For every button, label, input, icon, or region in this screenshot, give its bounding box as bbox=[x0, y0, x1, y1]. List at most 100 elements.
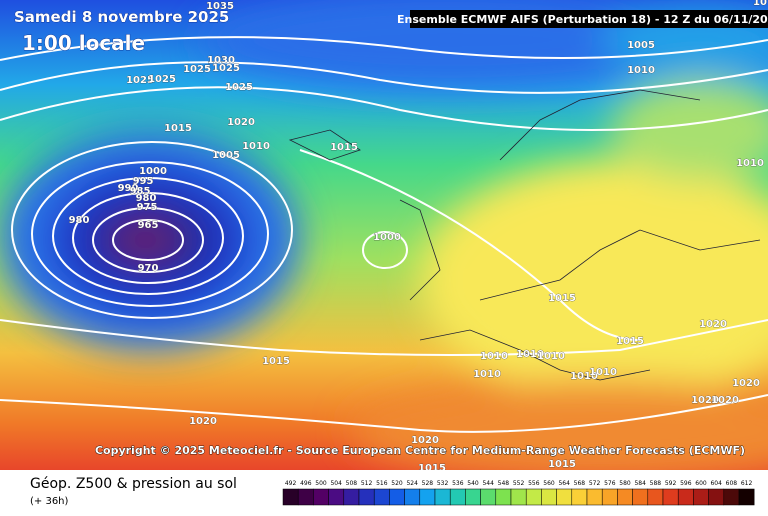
model-box bbox=[410, 10, 768, 28]
colorbar-swatch bbox=[525, 488, 542, 506]
isobar-label: 1000 bbox=[139, 166, 167, 177]
colorbar-label: 560 bbox=[543, 480, 555, 487]
isobar-label: 1030 bbox=[207, 55, 235, 66]
colorbar-swatch bbox=[449, 488, 466, 506]
colorbar-swatch bbox=[419, 488, 436, 506]
isobar-label: 970 bbox=[138, 263, 159, 274]
colorbar-swatch bbox=[495, 488, 512, 506]
colorbar-swatch bbox=[480, 488, 497, 506]
coastlines bbox=[288, 89, 761, 381]
colorbar-swatch bbox=[510, 488, 527, 506]
isobar-label: 1010 bbox=[480, 351, 508, 362]
colorbar-label: 580 bbox=[619, 480, 631, 487]
colorbar-swatch bbox=[571, 488, 588, 506]
colorbar-swatch bbox=[465, 488, 481, 506]
colorbar-swatch bbox=[601, 488, 618, 506]
colorbar-swatch bbox=[373, 488, 390, 506]
isobar-label: 1010 bbox=[537, 351, 565, 362]
colorbar-swatch bbox=[662, 488, 679, 506]
isobar-label: 1010 bbox=[242, 141, 270, 152]
isobar-label: 1015 bbox=[164, 123, 192, 134]
isobar-label: 1015 bbox=[548, 459, 576, 470]
colorbar-label: 492 bbox=[285, 480, 297, 487]
isobar-label: 1010 bbox=[627, 65, 655, 76]
isobar-label: 1010 bbox=[736, 158, 764, 169]
isobar-label: 980 bbox=[136, 193, 157, 204]
colorbar-swatch bbox=[343, 488, 360, 506]
colorbar-swatch bbox=[358, 488, 375, 506]
isobar-label: 1015 bbox=[548, 293, 576, 304]
colorbar-label: 496 bbox=[300, 480, 312, 487]
colorbar-label: 512 bbox=[361, 480, 373, 487]
colorbar-label: 552 bbox=[513, 480, 525, 487]
isobar-label: 1020 bbox=[691, 395, 719, 406]
lead-time: (+ 36h) bbox=[30, 496, 69, 507]
isobar-label: 1020 bbox=[227, 117, 255, 128]
colorbar-label: 596 bbox=[680, 480, 692, 487]
isobars bbox=[0, 36, 768, 433]
isobar-label: 1020 bbox=[699, 319, 727, 330]
isobar-label: 1000 bbox=[373, 232, 401, 243]
colorbar-label: 572 bbox=[589, 480, 601, 487]
isobar-label: 1025 bbox=[225, 82, 253, 93]
colorbar-label: 520 bbox=[391, 480, 403, 487]
colorbar-label: 612 bbox=[741, 480, 753, 487]
colorbar-swatch bbox=[556, 488, 573, 506]
colorbar-label: 524 bbox=[406, 480, 418, 487]
isobar-label: 1010 bbox=[570, 371, 598, 382]
isobar-label: 1025 bbox=[212, 63, 240, 74]
isobar-label: 1035 bbox=[206, 1, 234, 12]
colorbar-swatch bbox=[389, 488, 405, 506]
colorbar-swatch bbox=[647, 488, 664, 506]
isobar-label: 985 bbox=[130, 186, 151, 197]
colorbar-swatch bbox=[723, 488, 740, 506]
colorbar-swatch bbox=[617, 488, 633, 506]
colorbar-swatch bbox=[404, 488, 421, 506]
colorbar-label: 516 bbox=[376, 480, 388, 487]
colorbar-label: 500 bbox=[315, 480, 327, 487]
isobar-label: 1020 bbox=[711, 395, 739, 406]
colorbar-label: 568 bbox=[574, 480, 586, 487]
colorbar-label: 584 bbox=[634, 480, 646, 487]
colorbar-label: 556 bbox=[528, 480, 540, 487]
colorbar-label: 544 bbox=[482, 480, 494, 487]
colorbar-swatch bbox=[708, 488, 725, 506]
colorbar-swatch bbox=[693, 488, 709, 506]
isobar-label: 975 bbox=[137, 202, 158, 213]
isobar-label: 1015 bbox=[418, 463, 446, 474]
colorbar-label: 508 bbox=[346, 480, 358, 487]
isobar-label: 990 bbox=[118, 183, 139, 194]
colorbar-swatch bbox=[282, 488, 299, 506]
colorbar-swatch bbox=[586, 488, 603, 506]
colorbar-swatch bbox=[434, 488, 451, 506]
colorbar-swatch bbox=[541, 488, 557, 506]
colorbar-label: 608 bbox=[726, 480, 738, 487]
colorbar-label: 592 bbox=[665, 480, 677, 487]
colorbar-label: 564 bbox=[558, 480, 570, 487]
isobar-label: 1025 bbox=[126, 75, 154, 86]
local-time: 1:00 locale bbox=[22, 31, 145, 55]
colorbar-label: 532 bbox=[437, 480, 449, 487]
colorbar-swatch bbox=[297, 488, 314, 506]
map-area: 1035103010251025102510251025102010151010… bbox=[0, 0, 768, 474]
copyright: Copyright © 2025 Meteociel.fr - Source E… bbox=[95, 444, 745, 457]
isobar-label: 995 bbox=[133, 176, 154, 187]
isobar-label: 1025 bbox=[183, 64, 211, 75]
isobar-labels: 1035103010251025102510251025102010151010… bbox=[68, 0, 767, 474]
isobar-label: 1005 bbox=[212, 150, 240, 161]
isobar-label: 1025 bbox=[148, 74, 176, 85]
colorbar-label: 528 bbox=[422, 480, 434, 487]
colorbar-label: 504 bbox=[330, 480, 342, 487]
colorbar-swatch bbox=[677, 488, 694, 506]
date: Samedi 8 novembre 2025 bbox=[14, 8, 229, 26]
colorbar-label: 604 bbox=[710, 480, 722, 487]
isobar-label: 965 bbox=[138, 220, 159, 231]
isobar-label: 1015 bbox=[616, 336, 644, 347]
colorbar: 492 496 500 504 508 512 516 520 524 528 532 536 540 5… bbox=[282, 480, 755, 506]
isobar-label: 1010 bbox=[473, 369, 501, 380]
isobar-label: 1015 bbox=[262, 356, 290, 367]
isobar-label: 1005 bbox=[627, 40, 655, 51]
isobar-label: 1020 bbox=[411, 435, 439, 446]
colorbar-swatch bbox=[738, 488, 755, 506]
